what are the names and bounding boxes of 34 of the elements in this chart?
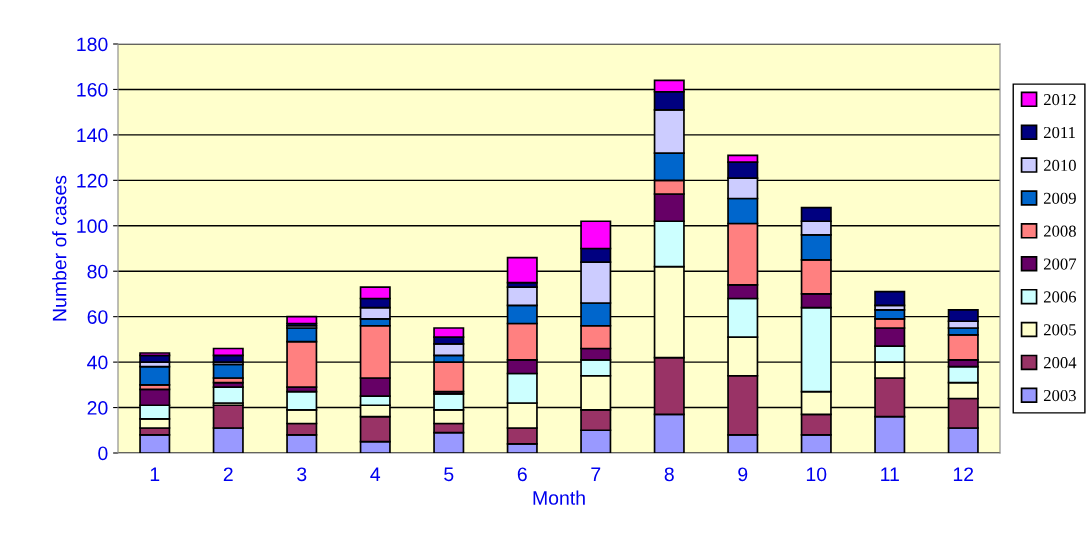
legend-label: 2012 [1043,94,1076,106]
legend-label: 2006 [1043,291,1077,303]
x-tick-label: 5 [444,467,454,482]
x-axis-title: Month [533,490,585,505]
legend-label: 2003 [1043,389,1076,402]
y-tick-label: 100 [77,219,108,234]
y-tick-label: 180 [77,37,108,52]
y-tick-label: 120 [77,173,108,188]
x-tick-label: 3 [297,467,307,482]
legend-label: 2011 [1043,126,1075,139]
legend-label: 2007 [1043,258,1077,270]
y-axis-title: Number of cases [52,175,67,321]
y-tick-label: 160 [77,82,108,97]
legend-label: 2005 [1043,324,1076,336]
x-tick-label: 11 [881,467,899,481]
y-tick-label: 140 [77,128,108,143]
legend-label: 2004 [1043,357,1077,369]
y-tick-label: 80 [87,264,108,279]
legend-label: 2010 [1043,159,1076,172]
x-tick-label: 4 [370,467,381,481]
x-tick-label: 8 [664,467,674,482]
x-tick-label: 2 [223,467,233,481]
legend-label: 2009 [1043,192,1076,204]
y-tick-label: 40 [87,355,108,370]
y-tick-label: 0 [98,446,108,461]
x-tick-label: 6 [517,467,527,482]
x-tick-label: 7 [591,467,601,481]
y-tick-label: 20 [87,401,108,415]
x-tick-label: 10 [806,467,827,482]
legend-label: 2008 [1043,225,1076,237]
x-tick-label: 9 [738,467,748,482]
x-tick-label: 1 [150,467,160,481]
x-tick-label: 12 [953,467,974,481]
y-tick-label: 60 [87,310,108,324]
